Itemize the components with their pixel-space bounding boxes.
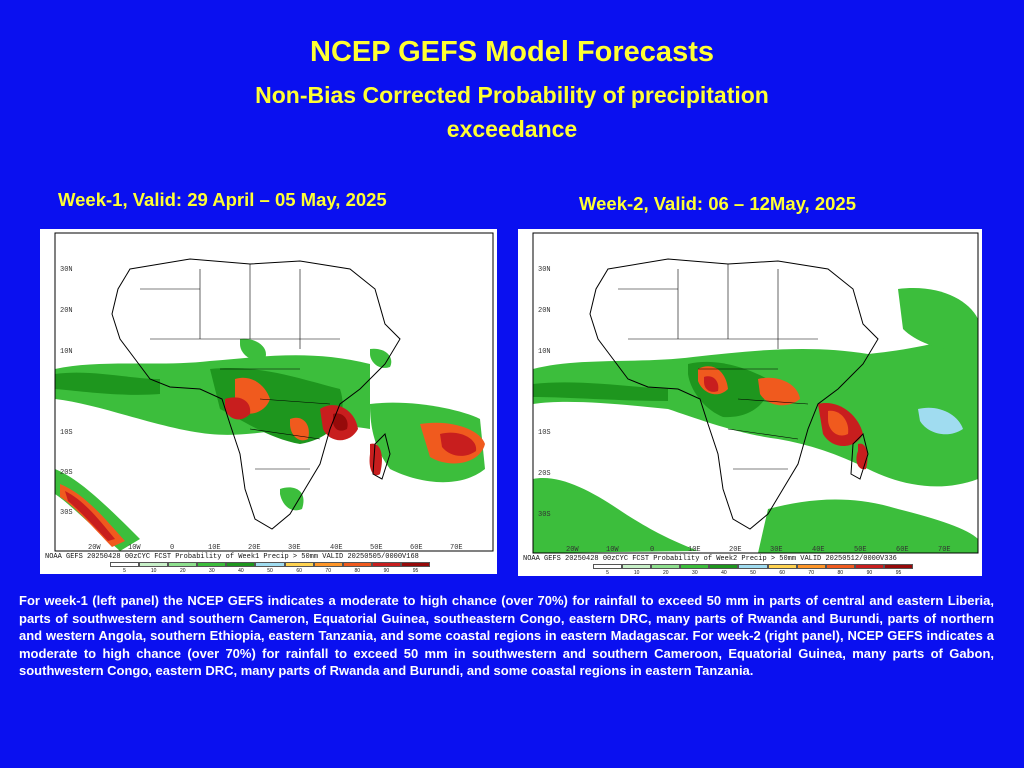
color-bar-tick-label: 95 bbox=[895, 570, 902, 576]
color-bar-labels: 5 10 20 30 40 50 60 70 80 90 95 bbox=[110, 568, 430, 574]
lat-label: 20S bbox=[60, 469, 73, 477]
color-bar-tick-label: 50 bbox=[267, 568, 273, 574]
week2-heading: Week-2, Valid: 06 – 12May, 2025 bbox=[579, 193, 856, 214]
color-bar-swatch bbox=[197, 562, 227, 567]
lon-label: 0 bbox=[650, 546, 655, 554]
color-bar bbox=[110, 562, 431, 567]
lon-label: 20W bbox=[566, 546, 579, 554]
lon-label: 20E bbox=[729, 546, 742, 554]
color-bar-tick-label: 70 bbox=[808, 570, 814, 576]
lat-label: 10N bbox=[538, 348, 551, 356]
color-bar-tick-label: 80 bbox=[354, 568, 361, 574]
color-bar-tick-label: 50 bbox=[750, 570, 756, 576]
color-bar-swatch bbox=[400, 562, 431, 567]
lon-label: 60E bbox=[896, 546, 909, 554]
map-caption: NOAA GEFS 20250428 00zCYC FCST Probabili… bbox=[523, 555, 897, 563]
color-bar-swatch bbox=[651, 564, 681, 569]
color-bar-swatch bbox=[796, 564, 826, 569]
lon-label: 20W bbox=[88, 544, 101, 552]
lon-label: 50E bbox=[370, 544, 383, 552]
forecast-description: For week-1 (left panel) the NCEP GEFS in… bbox=[19, 593, 994, 678]
lat-label: 10S bbox=[538, 429, 551, 437]
lat-label: 20N bbox=[538, 307, 551, 315]
lon-label: 10W bbox=[606, 546, 619, 554]
color-bar-swatch bbox=[622, 564, 652, 569]
page-title: NCEP GEFS Model Forecasts bbox=[310, 36, 714, 68]
lat-label: 20S bbox=[538, 470, 551, 478]
color-bar-tick-label: 60 bbox=[779, 570, 785, 576]
lat-label: 10S bbox=[60, 429, 73, 437]
color-bar-swatch bbox=[110, 562, 140, 567]
lat-label: 30S bbox=[538, 511, 551, 519]
color-bar-labels: 5 10 20 30 40 50 60 70 80 90 95 bbox=[593, 570, 913, 576]
lon-label: 70E bbox=[938, 546, 951, 554]
lat-label: 20N bbox=[60, 307, 73, 315]
color-bar-tick-label: 20 bbox=[662, 570, 669, 576]
color-bar-tick-label: 30 bbox=[209, 568, 215, 574]
lon-label: 40E bbox=[812, 546, 825, 554]
color-bar-tick-label: 80 bbox=[837, 570, 844, 576]
color-bar-swatch bbox=[255, 562, 285, 567]
color-bar-tick-label: 40 bbox=[721, 570, 727, 576]
color-bar-tick-label: 10 bbox=[633, 570, 640, 576]
color-bar-tick-label: 5 bbox=[606, 570, 609, 576]
lon-label: 60E bbox=[410, 544, 423, 552]
lon-label: 40E bbox=[330, 544, 343, 552]
color-bar-swatch bbox=[738, 564, 768, 569]
color-bar-tick-label: 70 bbox=[325, 568, 331, 574]
map-caption: NOAA GEFS 20250428 00zCYC FCST Probabili… bbox=[45, 553, 419, 561]
lon-label: 50E bbox=[854, 546, 867, 554]
color-bar-swatch bbox=[168, 562, 198, 567]
color-bar-swatch bbox=[313, 562, 343, 567]
color-bar bbox=[593, 564, 914, 569]
lon-label: 20E bbox=[248, 544, 261, 552]
lon-label: 30E bbox=[770, 546, 783, 554]
color-bar-swatch bbox=[226, 562, 256, 567]
color-bar-swatch bbox=[371, 562, 401, 567]
color-bar-swatch bbox=[883, 564, 914, 569]
lat-label: 30N bbox=[60, 266, 73, 274]
color-bar-tick-label: 10 bbox=[150, 568, 157, 574]
color-bar-tick-label: 90 bbox=[383, 568, 390, 574]
color-bar-tick-label: 20 bbox=[179, 568, 186, 574]
color-bar-tick-label: 95 bbox=[412, 568, 419, 574]
color-bar-tick-label: 5 bbox=[123, 568, 126, 574]
page-subtitle: Non-Bias Corrected Probability of precip… bbox=[255, 82, 769, 142]
color-bar-swatch bbox=[767, 564, 797, 569]
lon-label: 10W bbox=[128, 544, 141, 552]
lon-label: 70E bbox=[450, 544, 463, 552]
lat-label: 30N bbox=[538, 266, 551, 274]
lat-label: 30S bbox=[60, 509, 73, 517]
color-bar-swatch bbox=[139, 562, 169, 567]
color-bar-tick-label: 60 bbox=[296, 568, 302, 574]
color-bar-swatch bbox=[284, 562, 314, 567]
color-bar-swatch bbox=[709, 564, 739, 569]
week1-forecast-map: 30N 20N 10N 10S 20S 30S 20W 10W 0 10E 20… bbox=[40, 229, 497, 574]
color-bar-swatch bbox=[825, 564, 855, 569]
color-bar-swatch bbox=[854, 564, 884, 569]
color-bar-swatch bbox=[593, 564, 623, 569]
lon-label: 10E bbox=[688, 546, 701, 554]
week1-map-graphic bbox=[54, 232, 494, 552]
lon-label: 30E bbox=[288, 544, 301, 552]
lon-label: 0 bbox=[170, 544, 175, 552]
color-bar-swatch bbox=[342, 562, 372, 567]
lon-label: 10E bbox=[208, 544, 221, 552]
color-bar-tick-label: 30 bbox=[692, 570, 698, 576]
color-bar-tick-label: 40 bbox=[238, 568, 244, 574]
week2-map-graphic bbox=[532, 232, 979, 554]
lat-label: 10N bbox=[60, 348, 73, 356]
week1-heading: Week-1, Valid: 29 April – 05 May, 2025 bbox=[58, 189, 387, 210]
week2-forecast-map: 30N 20N 10N 10S 20S 30S 20W 10W 0 10E 20… bbox=[518, 229, 982, 576]
color-bar-tick-label: 90 bbox=[866, 570, 873, 576]
color-bar-swatch bbox=[680, 564, 710, 569]
